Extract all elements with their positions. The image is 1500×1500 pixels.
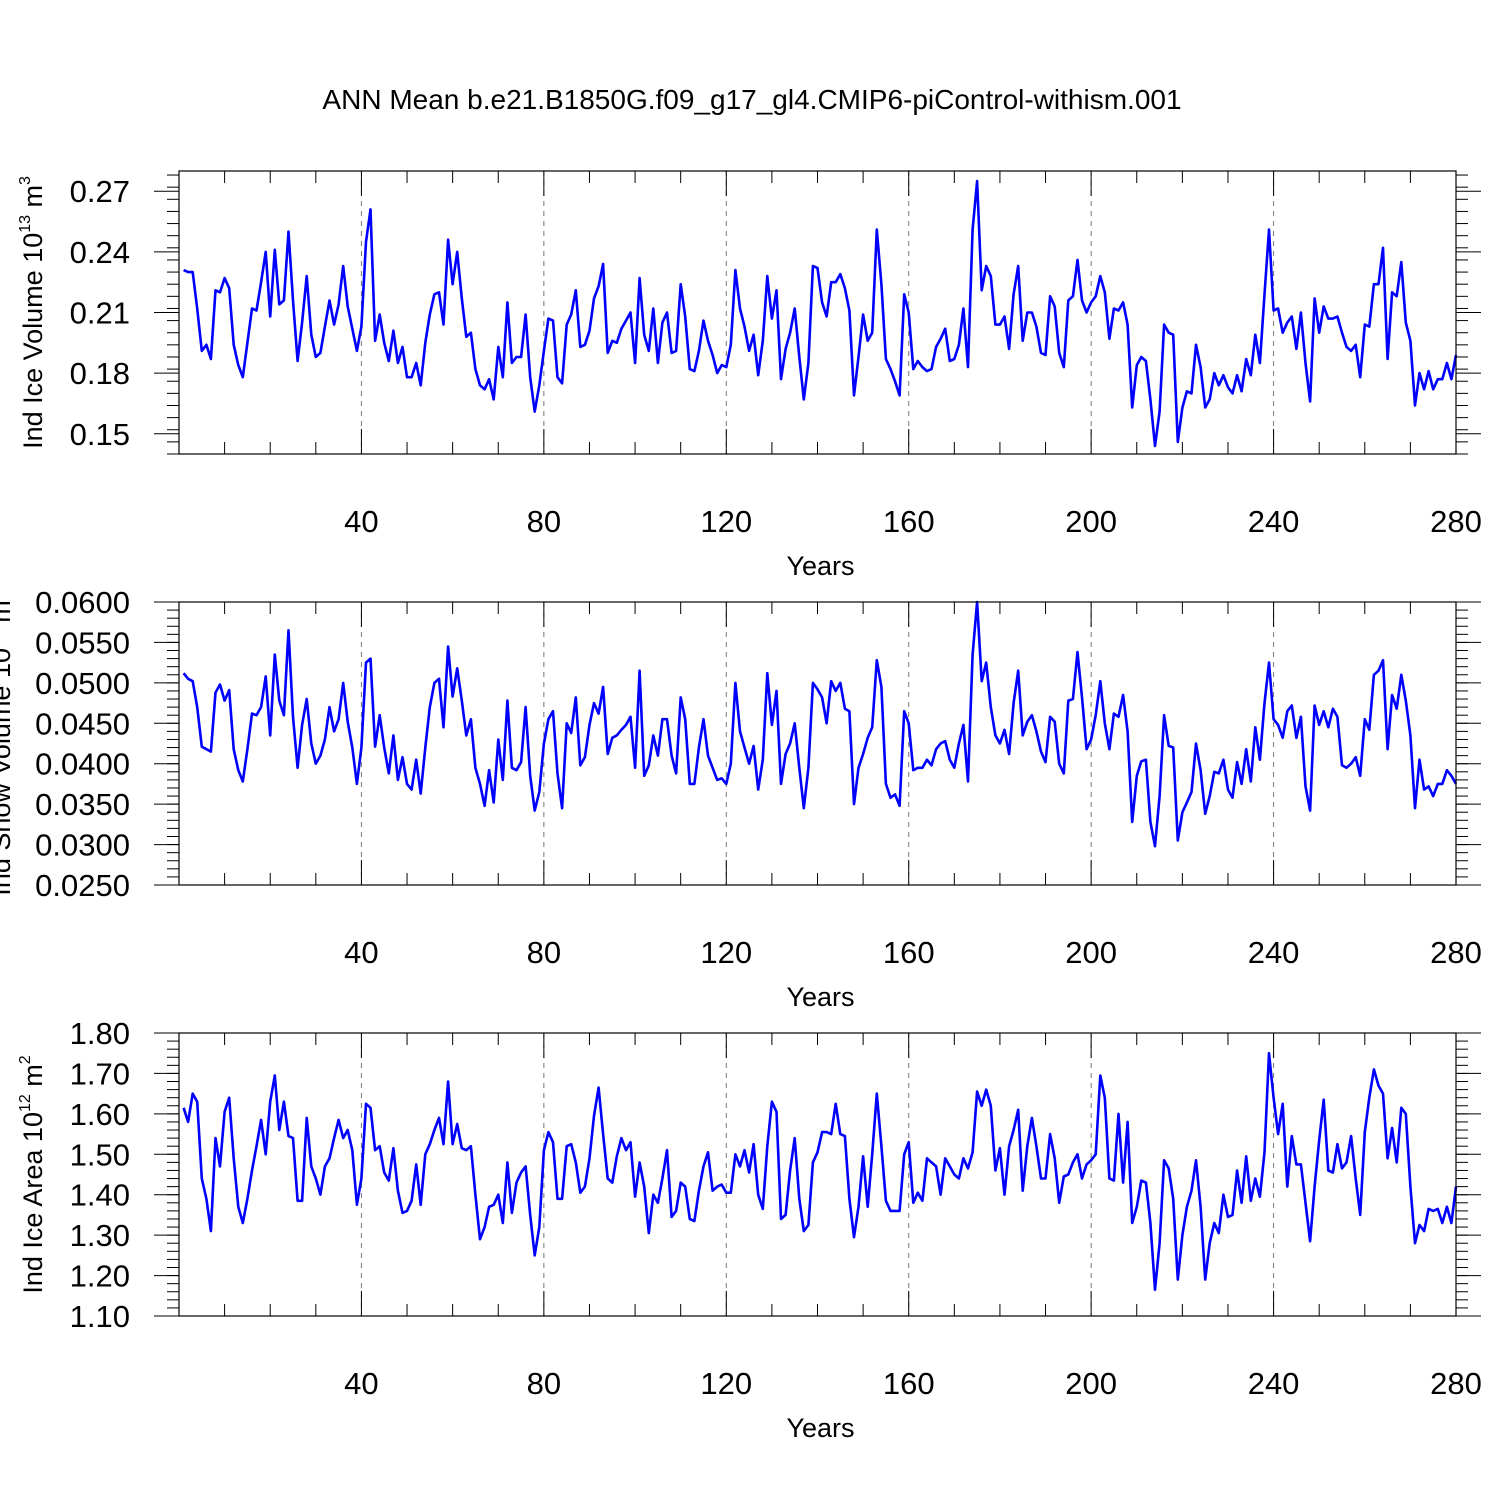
panel-snow-volume-ytick-label: 0.0600 — [35, 585, 130, 620]
panel-ice-area-y-axis-label-main: Ind Ice Area 10 — [18, 1112, 48, 1294]
panel-ice-volume-y-axis-label-main: Ind Ice Volume 10 — [18, 233, 48, 449]
panel-snow-volume-series-line — [182, 600, 1458, 848]
panel-ice-volume-ytick-label: 0.24 — [70, 235, 130, 270]
panel-ice-volume-ytick-label: 0.15 — [70, 417, 130, 452]
panel-ice-area-ytick-label: 1.70 — [70, 1056, 130, 1091]
panel-snow-volume-ytick-label: 0.0550 — [35, 625, 130, 660]
panel-ice-area-xtick-label: 40 — [344, 1366, 378, 1401]
panel-ice-area-xtick-label: 80 — [527, 1366, 561, 1401]
panel-ice-area-y-axis-label: Ind Ice Area 1012 m2 — [17, 1055, 48, 1293]
panel-snow-volume-xtick-label: 40 — [344, 935, 378, 970]
panel-ice-area-xtick-label: 240 — [1248, 1366, 1300, 1401]
panel-ice-volume-ytick-label: 0.27 — [70, 174, 130, 209]
panel-ice-volume-xtick-label: 160 — [883, 504, 935, 539]
panel-ice-area: 1.10 1.20 1.30 1.40 1.50 1.60 1.70 1.80 40 80 120 1… — [17, 1016, 1482, 1443]
panel-ice-area-ytick-label: 1.80 — [70, 1016, 130, 1051]
panel-snow-volume-ytick-label: 0.0500 — [35, 666, 130, 701]
panel-ice-area-ytick-label: 1.50 — [70, 1137, 130, 1172]
panel-snow-volume-xtick-label: 80 — [527, 935, 561, 970]
panel-ice-volume-xtick-label: 240 — [1248, 504, 1300, 539]
panel-ice-area-ytick-label: 1.20 — [70, 1259, 130, 1294]
panel-ice-volume-xtick-label: 200 — [1065, 504, 1117, 539]
panel-ice-area-xtick-label: 120 — [700, 1366, 752, 1401]
panel-ice-area-ytick-label: 1.10 — [70, 1299, 130, 1334]
panel-ice-volume-y-axis-label-unit: m — [18, 185, 48, 215]
panel-ice-volume-ytick-label: 0.18 — [70, 356, 130, 391]
panel-ice-area-xtick-label: 200 — [1065, 1366, 1117, 1401]
panel-ice-volume-xtick-label: 80 — [527, 504, 561, 539]
panel-ice-area-frame — [178, 1032, 1457, 1317]
panel-ice-volume-xtick-label: 120 — [700, 504, 752, 539]
panel-ice-area-series-line — [182, 1051, 1458, 1291]
panel-snow-volume-xtick-label: 240 — [1248, 935, 1300, 970]
panel-ice-area-x-axis-label: Years — [786, 1413, 854, 1443]
panel-ice-volume: 0.15 0.18 0.21 0.24 0.27 40 80 120 160 200 240 280 Y… — [17, 170, 1482, 581]
panel-snow-volume-ytick-label: 0.0350 — [35, 787, 130, 822]
panel-snow-volume-y-axis-label-unit-exp: 3 — [0, 591, 2, 600]
panel-snow-volume-x-axis-label: Years — [786, 982, 854, 1012]
panel-snow-volume-frame — [178, 601, 1457, 886]
panel-snow-volume-y-axis-label-main: Ind Snow Volume 10 — [0, 648, 16, 896]
panel-snow-volume-y-axis-label: Ind Snow Volume 1013 m3 — [0, 591, 16, 895]
panel-ice-area-xtick-label: 160 — [883, 1366, 935, 1401]
panel-ice-area-y-axis-label-exp: 12 — [17, 1094, 34, 1112]
panel-ice-volume-xtick-label: 280 — [1430, 504, 1482, 539]
panel-snow-volume-xtick-label: 280 — [1430, 935, 1482, 970]
panel-snow-volume-xtick-label: 120 — [700, 935, 752, 970]
panel-snow-volume-xtick-label: 200 — [1065, 935, 1117, 970]
panel-ice-volume-series-line — [183, 179, 1458, 448]
panel-ice-area-ytick-label: 1.60 — [70, 1097, 130, 1132]
panel-snow-volume-ytick-label: 0.0250 — [35, 868, 130, 903]
panel-snow-volume-ytick-label: 0.0300 — [35, 828, 130, 863]
panel-ice-area-y-axis-label-unit: m — [18, 1064, 48, 1094]
panel-ice-area-y-axis-label-unit-exp: 2 — [17, 1055, 34, 1064]
panel-snow-volume-ytick-label: 0.0450 — [35, 706, 130, 741]
panel-snow-volume-ytick-label: 0.0400 — [35, 747, 130, 782]
panel-snow-volume: 0.0250 0.0300 0.0350 0.0400 0.0450 0.0500 0.05… — [0, 585, 1482, 1012]
panel-snow-volume-y-axis-label-exp: 13 — [0, 630, 2, 648]
panel-ice-area-ytick-label: 1.30 — [70, 1218, 130, 1253]
panel-snow-volume-y-axis-label-unit: m — [0, 600, 16, 630]
panel-ice-area-ytick-label: 1.40 — [70, 1178, 130, 1213]
chart-title: ANN Mean b.e21.B1850G.f09_g17_gl4.CMIP6-… — [322, 84, 1181, 115]
panel-snow-volume-xtick-label: 160 — [883, 935, 935, 970]
panel-ice-volume-y-axis-label-unit-exp: 3 — [17, 176, 34, 185]
panel-ice-volume-frame — [178, 170, 1457, 455]
panel-ice-volume-y-axis-label: Ind Ice Volume 1013 m3 — [17, 176, 48, 449]
panel-ice-volume-y-axis-label-exp: 13 — [17, 215, 34, 233]
panel-ice-volume-xtick-label: 40 — [344, 504, 378, 539]
panel-ice-volume-ytick-label: 0.21 — [70, 296, 130, 331]
panel-ice-area-xtick-label: 280 — [1430, 1366, 1482, 1401]
panel-ice-volume-x-axis-label: Years — [786, 551, 854, 581]
